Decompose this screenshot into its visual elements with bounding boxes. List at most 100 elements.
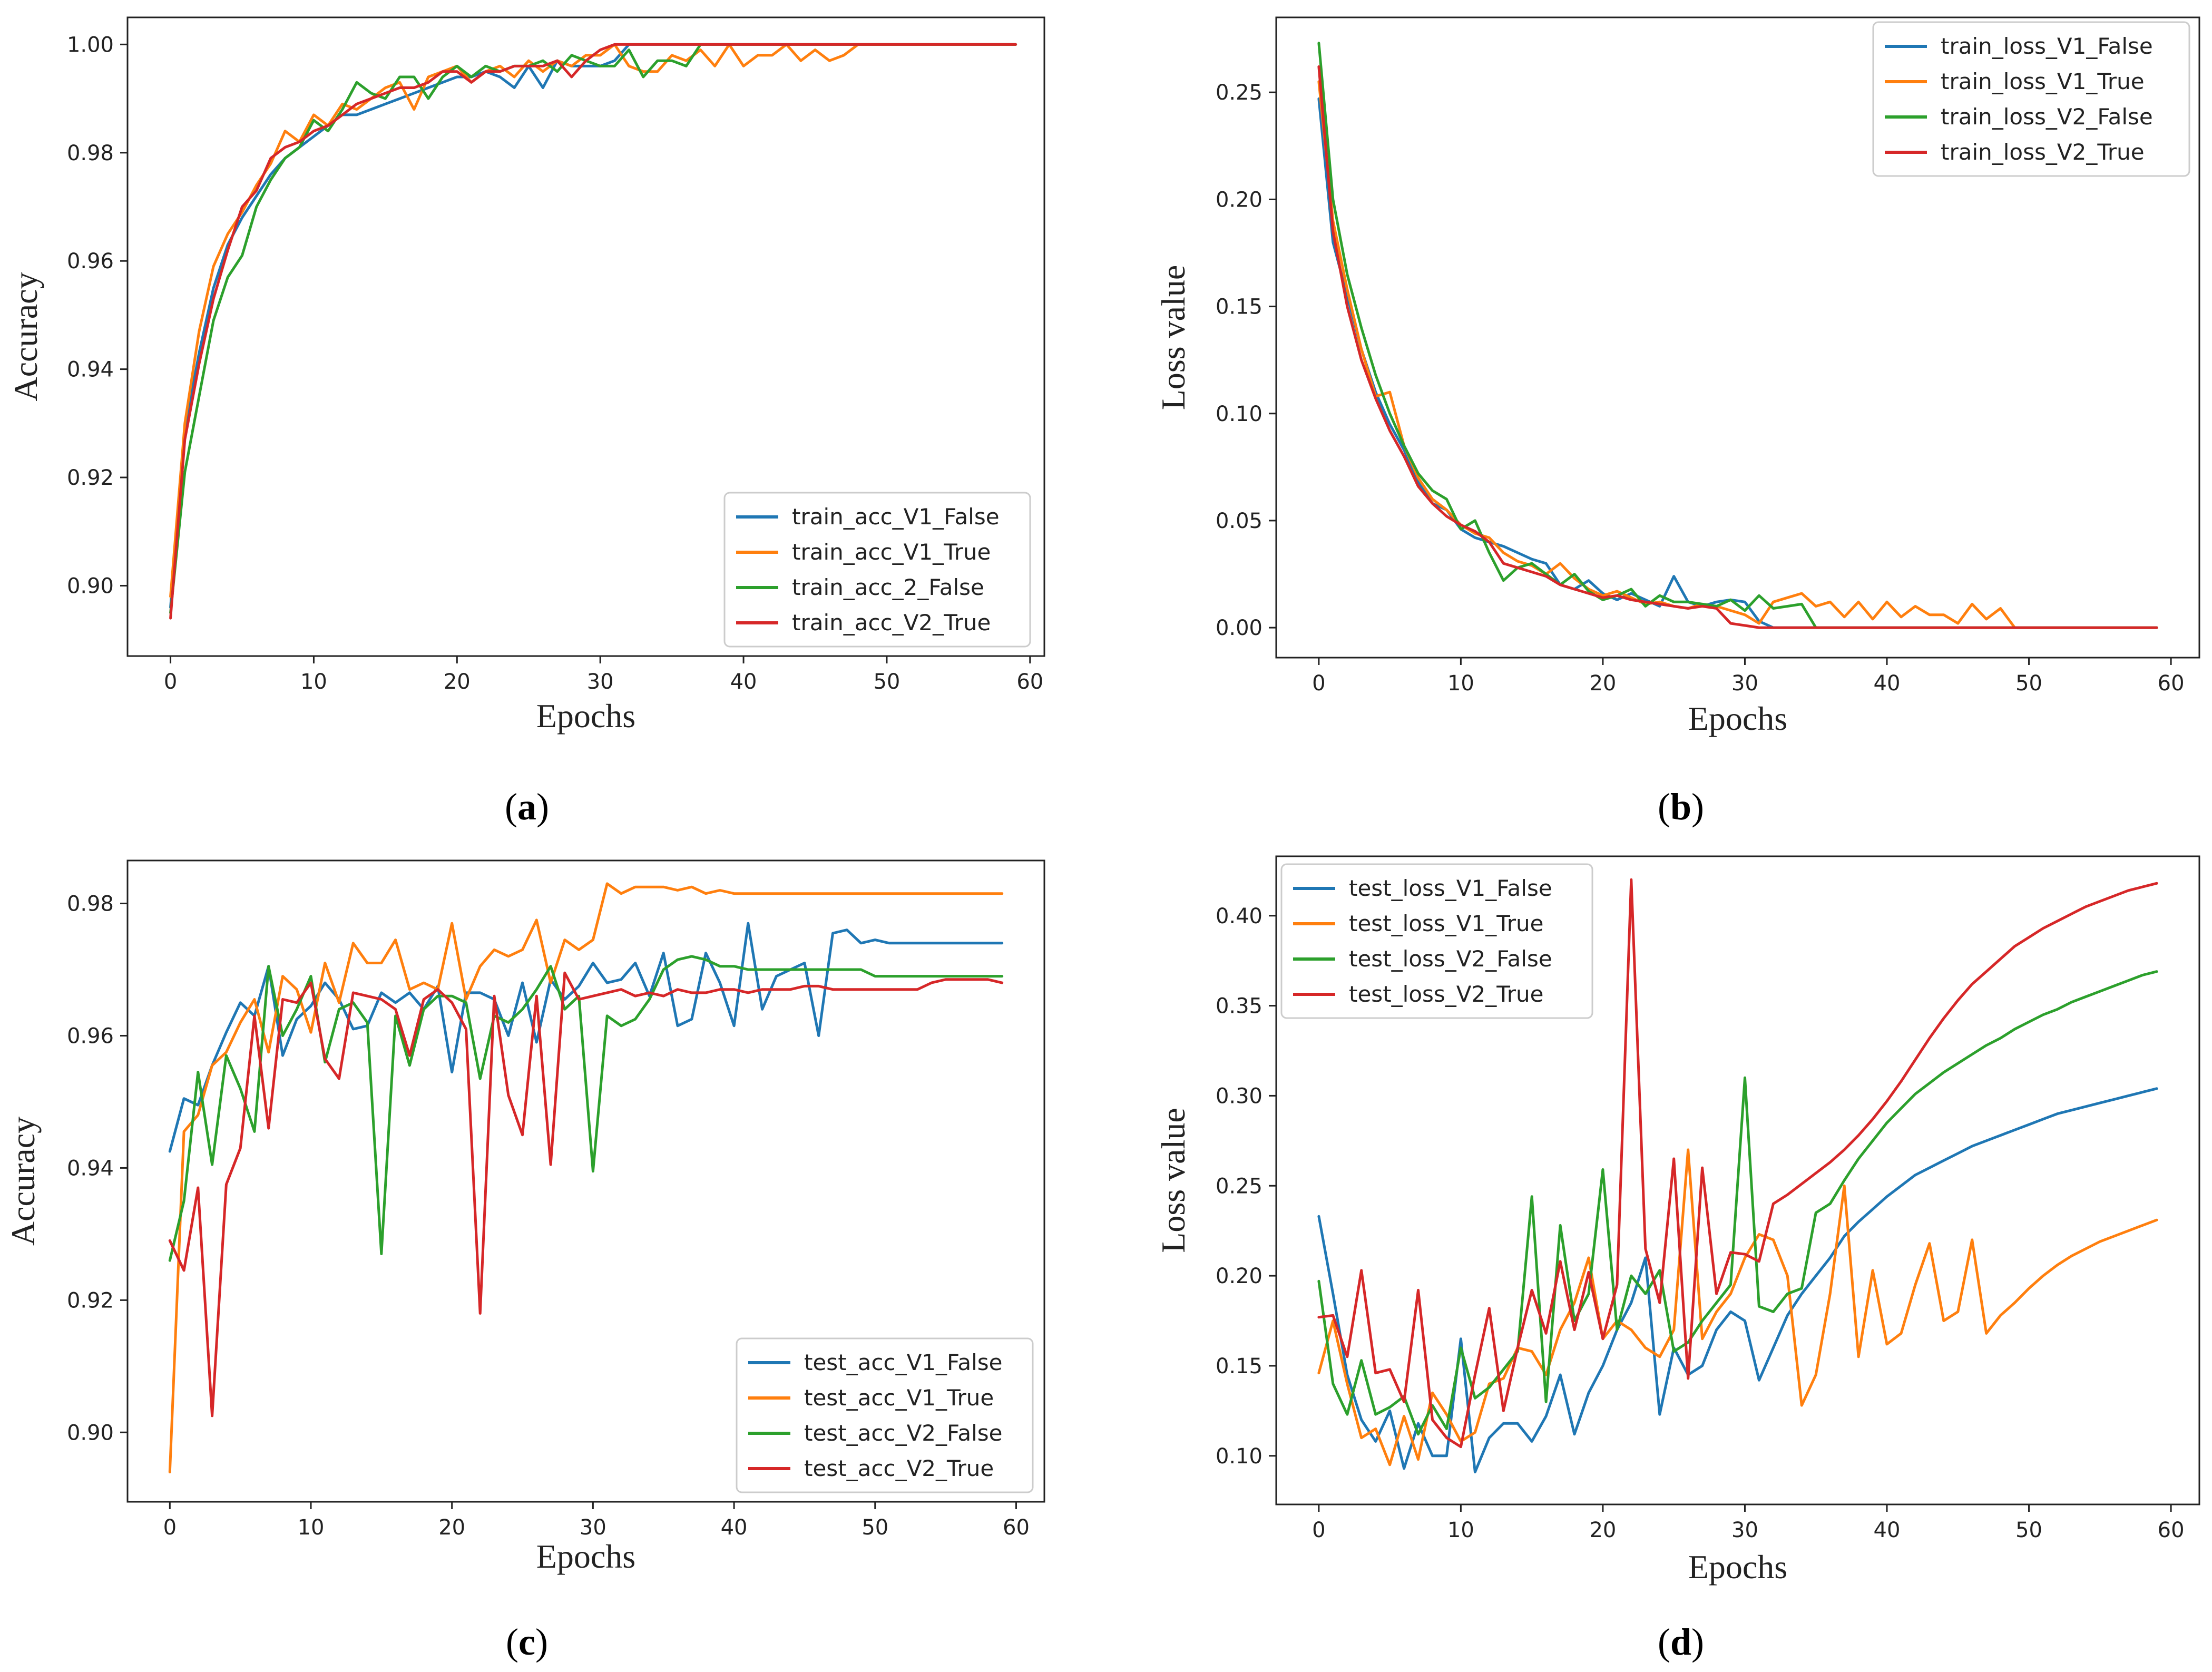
series-group — [1317, 42, 2158, 629]
y-tick-label: 0.10 — [1216, 402, 1262, 426]
x-tick-label: 40 — [730, 670, 757, 694]
y-tick-label: 0.15 — [1216, 1354, 1262, 1378]
series-line-test_acc_V1_True — [168, 882, 1004, 1473]
legend: train_loss_V1_False train_loss_V1_Truetra… — [1872, 21, 2190, 177]
series-line-test_acc_V2_False — [168, 955, 1004, 1262]
y-tick-label: 0.20 — [1216, 1264, 1262, 1288]
y-tick-label: 0.15 — [1216, 295, 1262, 319]
caption-open-paren: ( — [1658, 786, 1670, 828]
y-tick-label: 0.92 — [67, 466, 114, 490]
series-line-test_loss_V1_True — [1317, 1148, 2158, 1466]
y-tick-label: 0.94 — [67, 358, 114, 382]
legend-label: test_loss_V2_True — [1349, 981, 1543, 1007]
legend-label: test_loss_V1_False — [1349, 875, 1552, 901]
x-axis-label: Epochs — [536, 1538, 635, 1575]
series-group — [1317, 878, 2158, 1473]
y-tick-label: 0.94 — [67, 1156, 114, 1180]
x-tick-label: 50 — [862, 1515, 888, 1540]
x-tick-label: 20 — [444, 670, 471, 694]
x-tick-label: 10 — [1447, 671, 1474, 696]
y-tick-label: 0.40 — [1216, 904, 1262, 928]
y-tick-label: 0.20 — [1216, 188, 1262, 212]
caption-open-paren: ( — [506, 1621, 518, 1663]
x-tick-label: 0 — [163, 1515, 177, 1540]
subplot-caption: (a) — [505, 786, 549, 828]
x-tick-label: 30 — [1731, 671, 1758, 696]
caption-close-paren: ) — [1691, 786, 1704, 828]
legend-label: train_acc_V2_True — [792, 610, 991, 635]
legend-box — [723, 492, 1031, 648]
series-line-test_loss_V1_False — [1317, 1087, 2158, 1473]
caption-open-paren: ( — [1658, 1621, 1670, 1663]
legend-label: train_acc_2_False — [792, 574, 984, 600]
x-tick-label: 50 — [2015, 671, 2042, 696]
subplot-caption: (d) — [1658, 1621, 1704, 1663]
y-tick-label: 0.30 — [1216, 1084, 1262, 1108]
subplot-c: 0 10 20 30 40 50 60 0.90 0.92 0.94 0.96 0.98 Epochs A… — [4, 859, 1045, 1663]
legend-label: train_loss_V2_True — [1941, 139, 2145, 165]
caption-close-paren: ) — [535, 1621, 548, 1663]
x-tick-label: 30 — [587, 670, 614, 694]
caption-close-paren: ) — [536, 786, 549, 828]
x-tick-label: 0 — [1312, 1518, 1325, 1542]
y-tick-label: 0.98 — [67, 892, 114, 916]
x-tick-label: 60 — [1003, 1515, 1030, 1540]
legend-label: test_acc_V2_True — [804, 1455, 994, 1481]
x-tick-label: 10 — [298, 1515, 325, 1540]
x-tick-label: 40 — [1874, 671, 1901, 696]
y-tick-label: 0.25 — [1216, 81, 1262, 105]
y-tick-label: 1.00 — [67, 33, 114, 57]
series-line-test_acc_V2_True — [168, 971, 1004, 1417]
x-tick-label: 10 — [300, 670, 327, 694]
y-axis-label: Accuracy — [4, 1117, 42, 1246]
legend-label: train_acc_V1_False — [792, 504, 1000, 530]
caption-letter: d — [1670, 1621, 1691, 1663]
y-axis-label: Loss value — [1154, 1108, 1192, 1253]
y-tick-label: 0.05 — [1216, 509, 1262, 533]
legend-label: train_loss_V1_True — [1941, 69, 2145, 94]
legend-box — [736, 1337, 1034, 1493]
series-line-test_loss_V2_True — [1317, 878, 2158, 1449]
x-axis-label: Epochs — [1688, 1548, 1787, 1586]
x-axis-label: Epochs — [1688, 700, 1787, 737]
x-tick-label: 40 — [721, 1515, 748, 1540]
legend-label: train_loss_V1_False — [1941, 33, 2153, 59]
series-line-train_acc_V2_True — [169, 43, 1017, 620]
y-tick-label: 0.96 — [67, 1024, 114, 1048]
series-group — [168, 882, 1004, 1473]
y-tick-label: 0.98 — [67, 141, 114, 165]
subplot-b: 0 10 20 30 40 50 60 0.00 0.05 0.10 0.15 0.20 0.25 Epo… — [1154, 16, 2200, 828]
legend-box — [1280, 863, 1593, 1019]
caption-letter: c — [518, 1621, 535, 1663]
y-tick-label: 0.90 — [67, 574, 114, 598]
legend: test_loss_V1_False test_loss_V1_True test_… — [1280, 863, 1593, 1019]
legend-label: train_acc_V1_True — [792, 539, 991, 565]
x-tick-label: 60 — [2158, 1518, 2185, 1542]
legend-label: test_acc_V2_False — [804, 1420, 1002, 1446]
series-line-train_loss_V1_False — [1317, 97, 2158, 629]
series-line-train_loss_V2_True — [1317, 65, 2158, 629]
axes-frame — [126, 859, 1045, 1503]
axes-frame — [126, 16, 1045, 657]
x-tick-label: 30 — [580, 1515, 606, 1540]
y-tick-label: 0.96 — [67, 249, 114, 273]
series-line-test_loss_V2_False — [1317, 970, 2158, 1436]
x-tick-label: 60 — [2158, 671, 2185, 696]
x-tick-label: 10 — [1447, 1518, 1474, 1542]
caption-letter: b — [1670, 786, 1691, 828]
x-tick-label: 0 — [1312, 671, 1325, 696]
subplot-d: 0 10 20 30 40 50 60 0.10 0.15 0.20 0.25 0.30 0.35 0.4… — [1154, 855, 2200, 1663]
legend-label: test_acc_V1_True — [804, 1385, 994, 1411]
legend-box — [1872, 21, 2190, 177]
subplot-caption: (b) — [1658, 786, 1704, 828]
legend: train_acc_V1_False train_acc_V1_Truetrain… — [723, 492, 1031, 648]
y-tick-label: 0.25 — [1216, 1174, 1262, 1198]
subplot-caption: (c) — [506, 1621, 548, 1663]
y-tick-label: 0.10 — [1216, 1444, 1262, 1469]
x-tick-label: 0 — [164, 670, 177, 694]
legend-label: train_loss_V2_False — [1941, 104, 2153, 130]
y-tick-label: 0.90 — [67, 1421, 114, 1445]
axes-frame — [1275, 855, 2200, 1505]
x-tick-label: 20 — [1589, 671, 1616, 696]
